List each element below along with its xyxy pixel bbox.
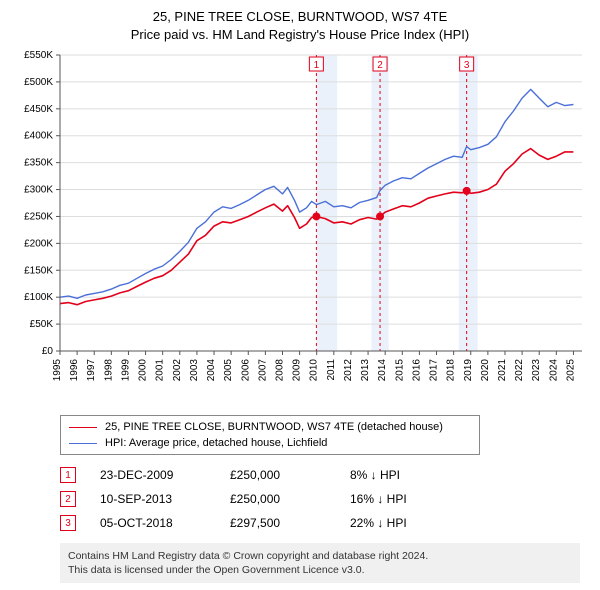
transaction-delta: 16% ↓ HPI [350,492,460,506]
svg-text:£0: £0 [42,346,54,357]
figure-container: 25, PINE TREE CLOSE, BURNTWOOD, WS7 4TE … [0,0,600,589]
transactions-table: 1 23-DEC-2009£250,0008% ↓ HPI 2 10-SEP-2013… [60,463,590,535]
transaction-row: 2 10-SEP-2013£250,00016% ↓ HPI [60,487,590,511]
transaction-date: 10-SEP-2013 [100,492,230,506]
transaction-date: 23-DEC-2009 [100,468,230,482]
svg-text:1998: 1998 [103,359,114,382]
transaction-price: £250,000 [230,492,350,506]
svg-text:2019: 2019 [463,359,474,382]
svg-text:2014: 2014 [377,359,388,382]
footer-attribution: Contains HM Land Registry data © Crown c… [60,543,580,583]
footer-line-1: Contains HM Land Registry data © Crown c… [68,549,572,563]
svg-text:2001: 2001 [155,359,166,382]
svg-text:1995: 1995 [52,359,63,382]
svg-text:£450K: £450K [24,104,53,115]
svg-text:2021: 2021 [497,359,508,382]
svg-text:£200K: £200K [24,238,53,249]
legend-box: 25, PINE TREE CLOSE, BURNTWOOD, WS7 4TE … [60,415,480,455]
svg-text:2011: 2011 [326,359,337,381]
svg-text:3: 3 [464,60,470,71]
svg-text:2005: 2005 [223,359,234,382]
legend-label: HPI: Average price, detached house, Lich… [105,437,327,449]
transaction-delta: 8% ↓ HPI [350,468,460,482]
footer-line-2: This data is licensed under the Open Gov… [68,563,572,577]
svg-text:2017: 2017 [429,359,440,382]
svg-text:2009: 2009 [292,359,303,382]
title-line-2: Price paid vs. HM Land Registry's House … [6,26,594,44]
transaction-badge: 2 [60,491,76,507]
transaction-date: 05-OCT-2018 [100,516,230,530]
svg-text:2003: 2003 [189,359,200,382]
chart-area: £0 £50K £100K £150K £200K £250K £300K £350K £400… [6,49,594,409]
legend-row: 25, PINE TREE CLOSE, BURNTWOOD, WS7 4TE … [69,419,471,435]
svg-text:£350K: £350K [24,158,53,169]
title-block: 25, PINE TREE CLOSE, BURNTWOOD, WS7 4TE … [6,8,594,43]
svg-text:2008: 2008 [274,359,285,382]
transaction-price: £297,500 [230,516,350,530]
svg-text:2004: 2004 [206,359,217,382]
transaction-delta: 22% ↓ HPI [350,516,460,530]
svg-text:1996: 1996 [69,359,80,382]
legend-label: 25, PINE TREE CLOSE, BURNTWOOD, WS7 4TE … [105,421,443,433]
svg-text:1999: 1999 [120,359,131,382]
svg-text:£400K: £400K [24,131,53,142]
transaction-badge: 1 [60,467,76,483]
transaction-row: 3 05-OCT-2018£297,50022% ↓ HPI [60,511,590,535]
svg-text:2022: 2022 [514,359,525,382]
svg-text:1: 1 [314,60,320,71]
svg-text:£500K: £500K [24,77,53,88]
transaction-badge: 3 [60,515,76,531]
svg-text:2010: 2010 [309,359,320,382]
svg-text:2025: 2025 [565,359,576,382]
chart-svg: £0 £50K £100K £150K £200K £250K £300K £350K £400… [6,49,594,409]
svg-text:2013: 2013 [360,359,371,382]
svg-text:£150K: £150K [24,265,53,276]
svg-text:2000: 2000 [138,359,149,382]
svg-text:2024: 2024 [548,359,559,382]
svg-text:2002: 2002 [172,359,183,382]
legend-swatch [69,427,97,428]
legend-row: HPI: Average price, detached house, Lich… [69,435,471,451]
svg-text:2: 2 [377,60,383,71]
svg-text:2016: 2016 [411,359,422,382]
svg-text:£250K: £250K [24,212,53,223]
svg-text:2012: 2012 [343,359,354,382]
svg-text:£550K: £550K [24,50,53,61]
svg-text:£300K: £300K [24,185,53,196]
svg-text:2007: 2007 [257,359,268,382]
svg-text:£50K: £50K [30,319,54,330]
legend-swatch [69,443,97,444]
svg-text:2018: 2018 [446,359,457,382]
svg-text:2015: 2015 [394,359,405,382]
svg-text:2023: 2023 [531,359,542,382]
svg-text:1997: 1997 [86,359,97,382]
svg-text:2020: 2020 [480,359,491,382]
svg-text:£100K: £100K [24,292,53,303]
transaction-row: 1 23-DEC-2009£250,0008% ↓ HPI [60,463,590,487]
transaction-price: £250,000 [230,468,350,482]
svg-text:2006: 2006 [240,359,251,382]
title-line-1: 25, PINE TREE CLOSE, BURNTWOOD, WS7 4TE [6,8,594,26]
